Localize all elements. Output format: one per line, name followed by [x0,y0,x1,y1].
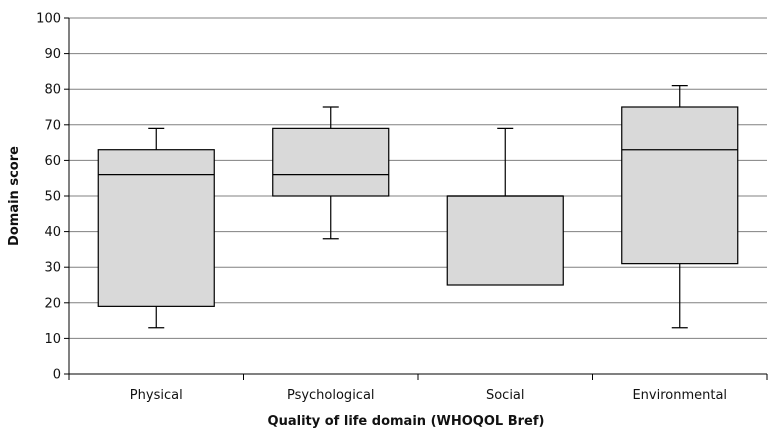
x-axis [68,18,768,380]
category-label: Physical [130,388,183,403]
y-tick-label: 30 [44,261,61,276]
y-axis-title: Domain score [7,146,22,246]
box-psychological [272,106,390,240]
box-iqr [97,149,215,307]
y-tick-label: 80 [44,83,61,98]
category-labels: Physical Psychological Social Environmental [130,388,727,403]
box-social [446,127,564,286]
box-physical [97,127,215,329]
y-tick-label: 20 [44,296,61,311]
category-label: Environmental [632,388,727,403]
y-tick-label: 70 [44,118,61,133]
y-tick-labels: 0 10 20 30 40 50 60 70 80 90 100 [36,12,61,383]
y-tick-label: 50 [44,190,61,205]
box-iqr [621,106,739,265]
y-tick-label: 60 [44,154,61,169]
category-label: Psychological [287,388,375,403]
y-tick-label: 40 [44,225,61,240]
category-label: Social [486,388,525,403]
x-axis-title: Quality of life domain (WHOQOL Bref) [268,414,545,429]
box-iqr [272,127,390,197]
y-tick-label: 10 [44,332,61,347]
y-tick-label: 90 [44,47,61,62]
box-environmental [621,85,739,329]
boxes [97,85,739,329]
y-tick-label: 0 [53,368,61,383]
y-tick-label: 100 [36,12,61,27]
box-iqr [446,195,564,286]
